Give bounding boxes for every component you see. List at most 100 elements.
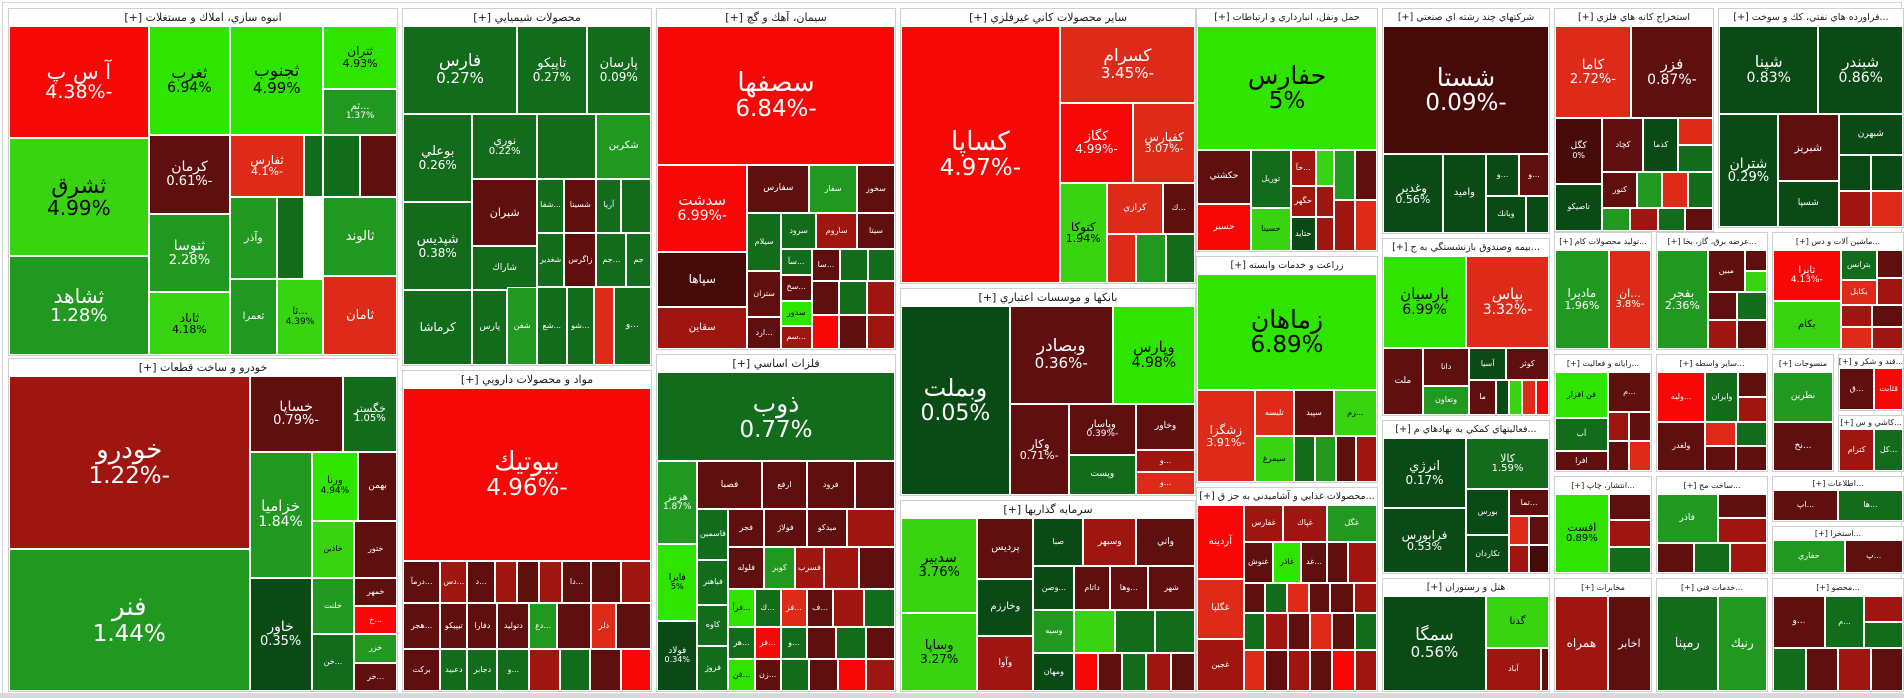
treemap-tile-small[interactable]	[1602, 208, 1631, 231]
treemap-tile[interactable]: كفپارس -3.07%	[1133, 103, 1195, 183]
treemap-tile-small[interactable]	[1717, 518, 1767, 543]
sector-header[interactable]: ...ساخت مح [+]	[1657, 477, 1767, 494]
treemap-tile[interactable]: سدشت -6.99%	[657, 164, 748, 253]
sector-header[interactable]: ساير محصولات كاني غيرفلزي [+]	[901, 9, 1195, 26]
sector-header[interactable]: ...قند و شكر و [+]	[1839, 355, 1903, 368]
treemap-tile-small[interactable]	[1737, 291, 1767, 321]
treemap-tile[interactable]: ثجنوب 4.99%	[230, 26, 324, 135]
treemap-tile[interactable]: حفاري	[1773, 540, 1845, 573]
treemap-tile[interactable]: ...وها	[1109, 566, 1148, 610]
treemap-tile[interactable]: آريا	[596, 178, 622, 233]
treemap-tile[interactable]: فسرب	[795, 547, 824, 589]
treemap-tile[interactable]: مبين	[1707, 250, 1745, 292]
treemap-tile-small[interactable]	[1136, 234, 1166, 283]
treemap-tile-small[interactable]	[1265, 612, 1288, 651]
treemap-tile[interactable]: پارسان 0.09%	[586, 26, 651, 115]
treemap-tile[interactable]: پرديس	[977, 518, 1034, 579]
treemap-tile[interactable]: سدبير 3.76%	[901, 518, 978, 614]
treemap-tile[interactable]: خگستر 1.05%	[342, 376, 397, 452]
sector-header[interactable]: بانكها و موسسات اعتباري [+]	[901, 289, 1195, 306]
treemap-tile[interactable]: ثامان	[323, 276, 397, 355]
treemap-tile[interactable]: حگهر	[1290, 185, 1316, 218]
sector-header[interactable]: سرمايه گذاريها [+]	[901, 501, 1195, 518]
treemap-tile-small[interactable]	[1877, 277, 1903, 306]
treemap-tile[interactable]: ...جم	[596, 232, 627, 288]
treemap-tile[interactable]: خزاميا 1.84%	[249, 451, 312, 578]
treemap-tile[interactable]: ...دع	[529, 603, 557, 649]
sector-header[interactable]: شركتهاي چند رشته اي صنعتي [+]	[1383, 9, 1549, 26]
treemap-tile[interactable]: كوثر	[1505, 348, 1549, 381]
treemap-tile[interactable]: ثاباد 4.18%	[148, 292, 231, 355]
treemap-tile[interactable]: وپاسار -0.39%	[1068, 404, 1137, 456]
treemap-tile-small[interactable]	[593, 287, 614, 365]
treemap-tile[interactable]: سقاين	[657, 307, 748, 349]
treemap-tile-small[interactable]	[1097, 652, 1123, 691]
treemap-tile[interactable]: ...و	[613, 287, 651, 365]
treemap-tile-small[interactable]	[1529, 544, 1549, 573]
sector-header[interactable]: هتل و رستوران [+]	[1383, 579, 1549, 596]
treemap-tile[interactable]: ...ارد	[747, 316, 781, 349]
treemap-tile-small[interactable]	[1738, 372, 1767, 397]
treemap-tile[interactable]: ...خن	[311, 634, 355, 691]
treemap-tile-small[interactable]	[1630, 208, 1658, 231]
treemap-tile[interactable]: ...هجر	[403, 603, 441, 649]
sector-header[interactable]: مواد و محصولات دارويي [+]	[403, 371, 651, 388]
treemap-tile[interactable]: ...سخ	[780, 274, 812, 301]
treemap-tile[interactable]: توريل	[1251, 149, 1291, 209]
treemap-tile[interactable]: ستران	[747, 271, 781, 317]
treemap-tile[interactable]: خودرو -1.22%	[9, 376, 250, 550]
treemap-tile[interactable]: وبصادر -0.36%	[1009, 306, 1113, 405]
treemap-tile[interactable]: بيوتيك -4.96%	[403, 388, 651, 561]
treemap-tile[interactable]: ...نخ	[1773, 421, 1833, 471]
treemap-tile[interactable]: آباد	[1485, 648, 1541, 691]
sector-header[interactable]: ...فعاليتهاي كمكي به نهادهاي م [+]	[1383, 421, 1549, 438]
sector-header[interactable]: ...فراورده هاي نفتي، كك و سوخت [+]	[1719, 9, 1903, 26]
treemap-tile-small[interactable]	[1608, 494, 1651, 521]
treemap-tile[interactable]: ...و	[1485, 154, 1520, 196]
treemap-tile[interactable]: ...هر	[728, 627, 755, 660]
treemap-tile[interactable]: خاور 0.35%	[249, 577, 312, 691]
treemap-tile-small[interactable]	[867, 315, 895, 349]
treemap-tile-small[interactable]	[323, 134, 361, 198]
treemap-tile[interactable]: سمگا 0.56%	[1383, 596, 1486, 691]
treemap-tile[interactable]: شتران 0.29%	[1719, 114, 1778, 227]
treemap-tile-small[interactable]	[1354, 650, 1377, 691]
treemap-tile-small[interactable]	[840, 248, 868, 282]
treemap-tile[interactable]: غاذر	[1272, 542, 1302, 584]
treemap-tile[interactable]: بترانس	[1840, 250, 1877, 280]
treemap-tile[interactable]: شغدير	[536, 232, 565, 288]
treemap-tile[interactable]: وغدير 0.56%	[1383, 154, 1443, 233]
treemap-tile-small[interactable]	[1738, 396, 1767, 422]
treemap-tile-small[interactable]	[839, 281, 868, 316]
sector-header[interactable]: مخابرات [+]	[1555, 579, 1651, 596]
treemap-tile-small[interactable]	[591, 560, 622, 604]
treemap-tile[interactable]	[1287, 583, 1309, 613]
treemap-tile[interactable]: وبملت 0.05%	[901, 306, 1010, 495]
sector-header[interactable]: محصولات شيميايي [+]	[403, 9, 651, 26]
treemap-tile[interactable]: تكاردان	[1466, 535, 1510, 573]
treemap-tile[interactable]	[1243, 583, 1266, 613]
treemap-tile[interactable]: ...شو	[566, 287, 594, 365]
treemap-tile-small[interactable]	[1355, 149, 1377, 201]
treemap-tile-small[interactable]	[811, 281, 840, 316]
treemap-tile-small[interactable]	[1522, 380, 1536, 415]
treemap-tile[interactable]	[1243, 612, 1266, 651]
treemap-tile[interactable]: كرماشا	[403, 290, 473, 365]
treemap-tile-small[interactable]	[1074, 609, 1115, 653]
treemap-tile-small[interactable]	[1355, 200, 1377, 251]
treemap-tile[interactable]: ...م	[1607, 372, 1651, 412]
treemap-tile[interactable]: فزر -0.87%	[1630, 26, 1713, 119]
treemap-tile[interactable]: غگل	[1326, 505, 1377, 543]
treemap-tile-small[interactable]	[1629, 441, 1651, 471]
treemap-tile-small[interactable]	[1745, 250, 1767, 271]
treemap-tile[interactable]: آ س پ -4.38%	[9, 26, 149, 138]
treemap-tile[interactable]: غفارس	[1243, 505, 1284, 543]
treemap-tile[interactable]: ...تما	[1509, 489, 1549, 517]
treemap-tile-small[interactable]	[590, 648, 621, 691]
treemap-tile[interactable]: ...فز	[780, 588, 807, 628]
treemap-tile[interactable]: ...و	[1519, 154, 1549, 196]
treemap-tile-small[interactable]	[1864, 622, 1903, 649]
treemap-tile-small[interactable]	[1870, 154, 1903, 191]
treemap-tile-small[interactable]	[837, 659, 867, 691]
treemap-tile[interactable]: دتوليد	[497, 603, 530, 649]
